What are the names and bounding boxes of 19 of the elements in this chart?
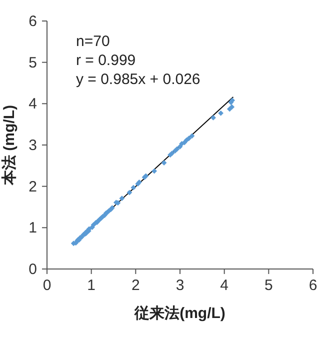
x-tick-label: 2 <box>131 277 140 294</box>
x-tick-label: 6 <box>308 277 318 294</box>
y-tick-label: 6 <box>28 13 37 30</box>
y-tick-label: 3 <box>28 137 37 154</box>
annotation: n=70 <box>76 33 110 50</box>
y-tick-label: 4 <box>28 96 37 113</box>
x-axis-title: 従来法(mg/L) <box>134 305 226 322</box>
x-tick-label: 1 <box>87 277 96 294</box>
x-tick-label: 3 <box>176 277 184 294</box>
x-tick-label: 0 <box>42 277 52 294</box>
annotation: y = 0.985x + 0.026 <box>76 71 200 88</box>
y-tick-label: 0 <box>28 261 37 278</box>
x-tick-label: 4 <box>220 277 229 294</box>
y-axis-title: 本法 (mg/L) <box>1 105 18 186</box>
y-tick-label: 5 <box>28 54 37 72</box>
y-tick-label: 2 <box>28 178 37 196</box>
x-tick-label: 5 <box>264 277 273 294</box>
y-tick-label: 1 <box>28 220 37 237</box>
annotation: r = 0.999 <box>76 52 136 69</box>
